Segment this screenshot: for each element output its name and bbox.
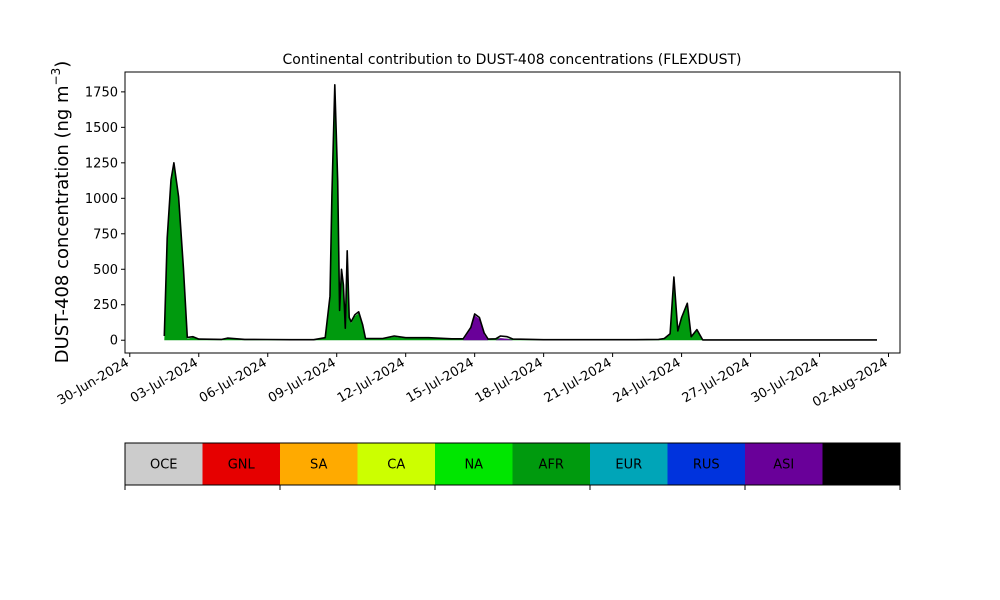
colorbar-label-aus: AUS xyxy=(848,458,875,473)
plot-frame xyxy=(124,71,901,354)
y-tick-label: 250 xyxy=(93,298,118,313)
x-tick-label: 15-Jul-2024 xyxy=(404,355,477,406)
colorbar-swatch-ca xyxy=(357,443,436,485)
colorbar-label-asi: ASI xyxy=(773,458,794,473)
y-tick-label: 0 xyxy=(110,334,118,349)
x-tick-label: 06-Jul-2024 xyxy=(197,355,270,406)
colorbar-swatch-oce xyxy=(125,443,203,485)
colorbar-swatch-rus xyxy=(667,443,746,485)
y-tick-label: 1750 xyxy=(85,85,118,100)
x-tick-label: 12-Jul-2024 xyxy=(335,355,408,406)
colorbar-label-na: NA xyxy=(464,458,483,473)
colorbar-swatch-asi xyxy=(745,443,823,485)
colorbar: OCE GNL SA CA NA AFR EUR RUS ASI AUS xyxy=(124,442,901,490)
colorbar-label-sa: SA xyxy=(310,458,327,473)
colorbar-swatch-afr xyxy=(512,443,591,485)
colorbar-label-afr: AFR xyxy=(539,458,564,473)
y-axis: 0 250 500 750 1000 1250 1500 1750 xyxy=(85,85,125,349)
x-tick-label: 24-Jul-2024 xyxy=(611,355,684,406)
x-tick-label: 09-Jul-2024 xyxy=(266,355,339,406)
x-tick-label: 03-Jul-2024 xyxy=(128,355,201,406)
colorbar-swatch-na xyxy=(435,443,513,485)
y-axis-label: DUST-408 concentration (ng m−3) xyxy=(49,61,73,364)
x-tick-label: 21-Jul-2024 xyxy=(542,355,615,406)
colorbar-label-oce: OCE xyxy=(150,458,178,473)
colorbar-label-ca: CA xyxy=(387,458,405,473)
y-tick-label: 500 xyxy=(93,263,118,278)
y-tick-label: 1000 xyxy=(85,192,118,207)
series-area-asi xyxy=(463,315,513,341)
series-area-afr xyxy=(164,87,878,341)
colorbar-swatch-gnl xyxy=(202,443,281,485)
colorbar-label-rus: RUS xyxy=(693,458,720,473)
series-line-aus xyxy=(163,84,877,341)
y-axis-label-sup: −3 xyxy=(49,68,63,86)
y-axis-label-end: ) xyxy=(52,61,73,68)
x-tick-label: 27-Jul-2024 xyxy=(680,355,753,406)
colorbar-label-gnl: GNL xyxy=(228,458,256,473)
x-tick-label: 02-Aug-2024 xyxy=(810,355,890,410)
plot-areas xyxy=(163,84,878,341)
colorbar-frame xyxy=(124,442,901,486)
colorbar-swatch-eur xyxy=(590,443,668,485)
chart-title: Continental contribution to DUST-408 con… xyxy=(283,52,742,68)
y-tick-label: 1500 xyxy=(85,121,118,136)
x-axis: 30-Jun-202403-Jul-202406-Jul-202409-Jul-… xyxy=(55,353,891,411)
colorbar-label-eur: EUR xyxy=(615,458,642,473)
colorbar-swatch-sa xyxy=(280,443,358,485)
y-tick-label: 1250 xyxy=(85,156,118,171)
y-axis-label-main: DUST-408 concentration (ng m xyxy=(52,85,73,363)
y-tick-label: 750 xyxy=(93,227,118,242)
colorbar-swatch-aus xyxy=(822,443,901,485)
x-tick-label: 18-Jul-2024 xyxy=(473,355,546,406)
